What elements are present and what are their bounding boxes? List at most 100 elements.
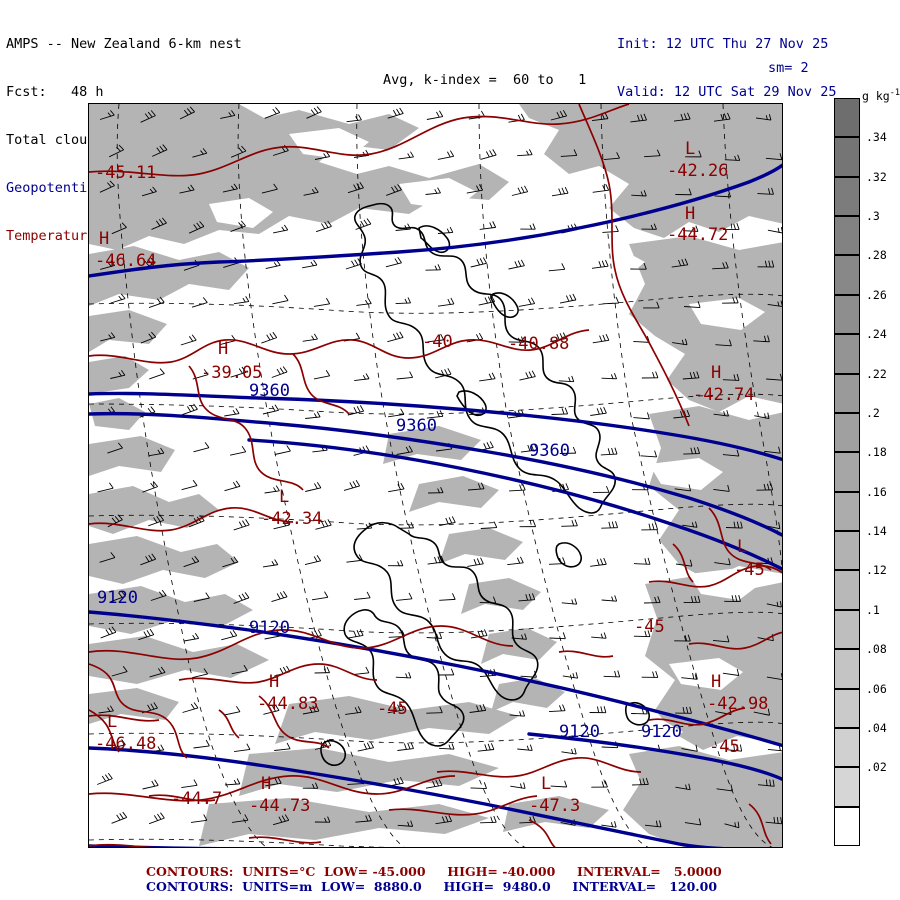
wind-barb <box>357 741 375 752</box>
wind-barb <box>506 556 524 566</box>
temperature-contour-label: -45 <box>377 699 408 719</box>
colorbar-tick-label: .04 <box>866 720 887 735</box>
wind-barb <box>509 708 526 718</box>
colorbar-cell <box>834 176 860 217</box>
wind-barb <box>222 407 240 417</box>
wind-barb <box>303 554 322 566</box>
temperature-contour-label: -44.7 <box>171 789 222 809</box>
wind-barb <box>551 406 569 417</box>
wind-barb <box>345 553 363 563</box>
wind-barb <box>559 293 577 304</box>
temperature-contour-label: -42.98 <box>707 694 768 714</box>
wind-barb <box>178 333 197 346</box>
wind-barb <box>270 294 289 305</box>
colorbar-cell <box>834 255 860 295</box>
wind-barb <box>641 668 660 680</box>
wind-barb <box>517 297 536 307</box>
wind-barb <box>560 745 578 755</box>
valid-time-label: Valid: 12 UTC Sat 29 Nov 25 <box>617 84 837 100</box>
wind-barb <box>224 777 241 786</box>
colorbar-tick-label: .26 <box>866 287 887 302</box>
wind-barb <box>233 743 251 753</box>
temperature-contour-caption: CONTOURS: UNITS=°C LOW= -45.000 HIGH= -4… <box>146 864 722 879</box>
wind-barb <box>592 333 610 344</box>
colorbar-tick-label: .24 <box>866 327 887 342</box>
wind-barb <box>353 591 371 600</box>
colorbar-cell <box>834 137 860 177</box>
wind-barb <box>190 813 208 823</box>
temperature-extremum-marker: L <box>685 139 695 159</box>
colorbar-tick-label: .1 <box>866 602 880 617</box>
wind-barb <box>303 481 322 492</box>
wind-barb <box>601 224 619 233</box>
wind-barb <box>312 369 331 380</box>
temperature-extremum-marker: H <box>711 363 721 383</box>
temperature-contour-label: -42.26 <box>667 161 728 181</box>
wind-barb <box>147 811 166 825</box>
wind-barb <box>263 484 280 494</box>
colorbar-tick-label: .34 <box>866 130 887 145</box>
wind-barb <box>600 445 619 458</box>
wind-barb <box>109 811 128 824</box>
wind-barb <box>510 185 529 196</box>
colorbar-cell <box>834 491 860 532</box>
colorbar-cell <box>834 570 860 610</box>
wind-barb <box>633 555 652 567</box>
wind-barb <box>436 149 455 160</box>
temperature-extremum-marker: H <box>261 774 271 794</box>
wind-barb <box>387 482 405 493</box>
wind-barb <box>560 517 579 529</box>
wind-barb <box>395 592 413 601</box>
temperature-contour-label: -45 <box>709 737 740 757</box>
temperature-extremum-marker: H <box>218 339 228 359</box>
wind-barb <box>470 780 488 790</box>
temperature-extremum-marker: H <box>685 204 695 224</box>
temperature-contour-label: -44.83 <box>257 694 318 714</box>
colorbar-tick-label: .16 <box>866 484 887 499</box>
colorbar-cell <box>834 649 860 689</box>
wind-barb <box>601 372 618 380</box>
wind-barb <box>767 224 782 234</box>
wind-barb <box>508 482 527 493</box>
wind-barb <box>301 333 319 343</box>
wind-barb <box>548 630 567 641</box>
colorbar-cell <box>834 767 860 807</box>
wind-barb <box>146 367 166 380</box>
map-label-layer: -45.11H-46.64L-42.26H-44.72H-39.05-40 -40… <box>95 139 768 816</box>
cloud-shading-layer <box>89 104 782 847</box>
wind-barb <box>232 295 250 305</box>
wind-barb <box>466 556 484 568</box>
wind-barb <box>507 259 525 270</box>
wind-barb <box>592 183 610 193</box>
wind-barb <box>232 518 251 531</box>
colorbar[interactable] <box>834 98 860 846</box>
wind-barb <box>479 148 497 160</box>
wind-barb <box>300 259 318 269</box>
wind-barb <box>437 667 455 677</box>
temperature-contour-label: -45 <box>734 560 765 580</box>
wind-barb <box>353 372 370 382</box>
wind-barb <box>562 669 579 679</box>
colorbar-tick-label: .18 <box>866 445 887 460</box>
wind-barb <box>384 256 403 268</box>
map-plot-area[interactable]: -45.11 H -46.64 L -42.26 H -44.72 H -39.05 -40 -40… <box>88 103 783 848</box>
colorbar-tick-label: .08 <box>866 642 887 657</box>
wind-barb <box>397 521 415 530</box>
wind-barb <box>345 113 362 123</box>
smoothing-label: sm= 2 <box>768 60 809 76</box>
wind-barb <box>395 671 412 679</box>
wind-barb <box>640 448 658 459</box>
colorbar-tick-label: .14 <box>866 524 887 539</box>
colorbar-tick-label: .22 <box>866 366 887 381</box>
wind-barb <box>548 703 566 714</box>
wind-barb <box>314 666 331 674</box>
geopotential-contour-label: 9120 <box>249 618 290 638</box>
colorbar-tick-label: .2 <box>866 405 880 420</box>
colorbar-units-text: g kg <box>862 88 890 103</box>
wind-barb <box>261 403 280 415</box>
coastline-layer <box>320 202 650 767</box>
wind-barb <box>189 296 209 308</box>
temperature-extremum-marker: L <box>107 712 117 732</box>
wind-barb <box>387 559 404 567</box>
